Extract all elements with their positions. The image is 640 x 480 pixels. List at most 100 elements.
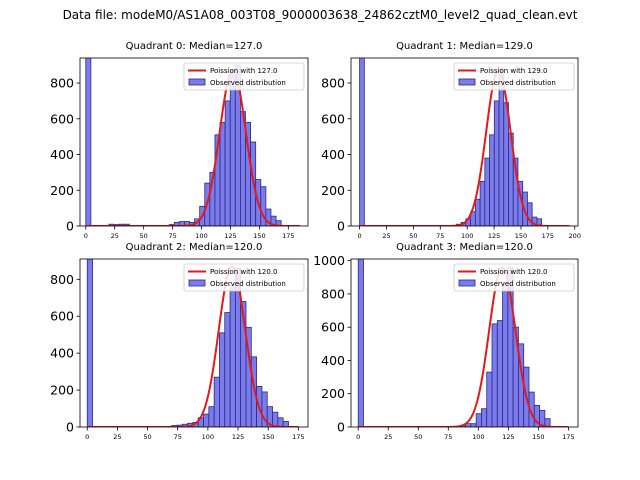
y-tick-label: 0 bbox=[66, 420, 74, 435]
histogram-bar bbox=[486, 371, 493, 427]
quadrant-0-title: Quadrant 0: Median=127.0 bbox=[126, 41, 263, 52]
poisson-curve bbox=[358, 266, 569, 427]
legend-bar-swatch bbox=[188, 78, 206, 86]
figure-title: Data file: modeM0/AS1A08_003T08_90000036… bbox=[62, 8, 578, 22]
legend-label-observed: Observed distribution bbox=[210, 79, 286, 87]
quadrant-1-chart: Quadrant 1: Median=129.0 0 200 400 600 800 0 25… bbox=[321, 41, 581, 240]
axes-frame bbox=[79, 258, 309, 428]
quadrant-3-chart: Quadrant 3: Median=120.0 0 200 400 600 800 100… bbox=[313, 242, 579, 441]
quadrant-2-legend: Poission with 120.0 Observed distribution bbox=[183, 263, 305, 292]
x-tick-label: 175 bbox=[292, 433, 304, 441]
x-tick-label: 25 bbox=[113, 433, 121, 441]
y-tick-label: 600 bbox=[321, 111, 345, 126]
x-tick-label: 175 bbox=[542, 232, 554, 240]
histogram-bar bbox=[498, 68, 505, 226]
legend-bar-swatch bbox=[458, 78, 476, 86]
y-tick-label: 400 bbox=[50, 147, 74, 162]
axes-frame bbox=[350, 57, 579, 227]
x-tick-label: 75 bbox=[436, 232, 444, 240]
x-tick-label: 200 bbox=[569, 232, 581, 240]
x-tick-label: 25 bbox=[384, 433, 392, 441]
histogram-bar bbox=[484, 157, 490, 226]
x-tick-label: 75 bbox=[444, 433, 452, 441]
histogram-bar bbox=[357, 259, 364, 427]
histogram-bar bbox=[282, 421, 289, 427]
x-tick-label: 100 bbox=[202, 433, 214, 441]
legend-label-observed: Observed distribution bbox=[210, 280, 286, 288]
quadrant-1-legend: Poission with 129.0 Observed distribution bbox=[453, 62, 575, 91]
legend-box bbox=[183, 62, 305, 91]
legend-label-poisson: Poission with 129.0 bbox=[480, 67, 548, 75]
histogram-bar bbox=[213, 376, 220, 427]
x-tick-label: 0 bbox=[85, 433, 89, 441]
histogram-bar bbox=[224, 312, 231, 427]
quadrant-3-legend: Poission with 120.0 Observed distribution bbox=[453, 263, 575, 292]
y-tick-label: 400 bbox=[50, 346, 74, 361]
x-tick-label: 50 bbox=[409, 232, 417, 240]
legend-label-poisson: Poission with 127.0 bbox=[210, 67, 278, 75]
x-tick-label: 0 bbox=[356, 433, 360, 441]
x-tick-label: 175 bbox=[282, 232, 294, 240]
poisson-curve bbox=[85, 69, 300, 226]
x-tick-label: 125 bbox=[488, 232, 500, 240]
poisson-curve bbox=[359, 69, 570, 226]
poisson-curve bbox=[87, 265, 299, 427]
histogram-bar bbox=[474, 198, 481, 226]
legend-label-observed: Observed distribution bbox=[480, 280, 556, 288]
x-tick-label: 50 bbox=[414, 433, 422, 441]
x-tick-label: 50 bbox=[140, 232, 148, 240]
x-tick-label: 150 bbox=[253, 232, 265, 240]
y-tick-label: 1000 bbox=[313, 253, 345, 268]
histogram-bar bbox=[489, 134, 495, 226]
legend-label-poisson: Poission with 120.0 bbox=[210, 268, 278, 276]
y-tick-label: 800 bbox=[50, 76, 74, 91]
quadrant-2-title: Quadrant 2: Median=120.0 bbox=[126, 242, 263, 253]
histogram-bar bbox=[475, 413, 482, 427]
x-tick-label: 100 bbox=[472, 433, 484, 441]
x-tick-label: 175 bbox=[562, 433, 574, 441]
x-tick-label: 75 bbox=[174, 433, 182, 441]
x-tick-label: 75 bbox=[168, 232, 176, 240]
y-tick-label: 400 bbox=[321, 353, 345, 368]
legend-box bbox=[183, 263, 305, 292]
histogram-bar bbox=[496, 320, 503, 427]
histogram-bar bbox=[229, 284, 236, 427]
y-tick-label: 0 bbox=[66, 219, 74, 234]
histogram-bar bbox=[503, 102, 509, 226]
x-tick-label: 0 bbox=[358, 232, 362, 240]
histogram-bar bbox=[493, 100, 500, 226]
quadrant-0-chart: Quadrant 0: Median=127.0 0 200 400 600 800 0 25… bbox=[50, 41, 309, 240]
histogram-bar bbox=[277, 417, 284, 427]
y-tick-label: 800 bbox=[50, 272, 74, 287]
histogram-bar bbox=[224, 100, 231, 226]
x-tick-label: 150 bbox=[262, 433, 274, 441]
quadrant-3-title: Quadrant 3: Median=120.0 bbox=[396, 242, 533, 253]
histogram-bar bbox=[219, 121, 226, 226]
x-tick-label: 150 bbox=[532, 433, 544, 441]
x-tick-label: 150 bbox=[515, 232, 527, 240]
quadrant-1-title: Quadrant 1: Median=129.0 bbox=[396, 41, 533, 52]
histogram-bar bbox=[491, 323, 498, 427]
legend-box bbox=[453, 263, 575, 292]
axes-frame bbox=[79, 57, 309, 227]
y-tick-label: 200 bbox=[50, 183, 74, 198]
legend-bar-swatch bbox=[458, 279, 476, 287]
x-tick-label: 100 bbox=[195, 232, 207, 240]
y-tick-label: 800 bbox=[321, 286, 345, 301]
y-tick-label: 600 bbox=[50, 309, 74, 324]
histogram-bar bbox=[85, 58, 92, 226]
axes-frame bbox=[350, 258, 579, 428]
y-tick-label: 0 bbox=[337, 420, 345, 435]
quadrant-2-chart: Quadrant 2: Median=120.0 0 200 400 600 800 0 25… bbox=[50, 242, 309, 441]
quadrant-0-legend: Poission with 127.0 Observed distribution bbox=[183, 62, 305, 91]
x-tick-label: 125 bbox=[232, 433, 244, 441]
legend-label-observed: Observed distribution bbox=[480, 79, 556, 87]
histogram-bar bbox=[470, 423, 477, 427]
legend-label-poisson: Poission with 120.0 bbox=[480, 268, 548, 276]
y-tick-label: 0 bbox=[337, 219, 345, 234]
histogram-bar bbox=[208, 406, 215, 427]
legend-box bbox=[453, 62, 575, 91]
y-tick-label: 800 bbox=[321, 76, 345, 91]
legend-bar-swatch bbox=[188, 279, 206, 287]
